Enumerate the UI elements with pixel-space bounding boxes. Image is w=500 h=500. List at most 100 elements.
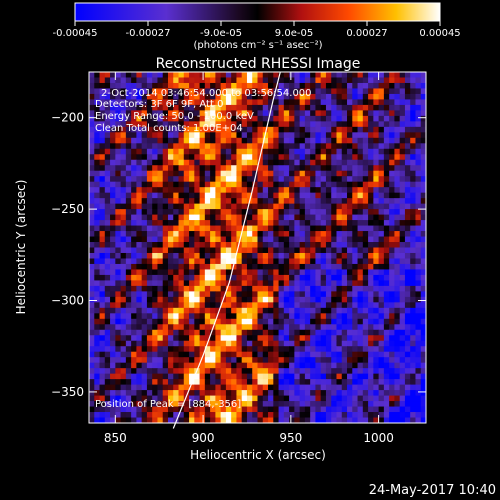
heatmap-cell <box>320 390 327 396</box>
heatmap-cell <box>120 280 127 287</box>
heatmap-cell <box>283 209 290 215</box>
heatmap-cell <box>152 285 158 292</box>
heatmap-cell <box>373 209 380 215</box>
heatmap-cell <box>104 72 111 78</box>
heatmap-cell <box>399 225 406 232</box>
heatmap-cell <box>320 291 327 298</box>
heatmap-cell <box>220 406 227 413</box>
heatmap-cell <box>283 263 290 270</box>
heatmap-cell <box>273 263 279 270</box>
heatmap-cell <box>299 296 306 303</box>
heatmap-cell <box>310 395 316 402</box>
heatmap-cell <box>320 115 327 122</box>
heatmap-cell <box>167 104 174 111</box>
heatmap-cell <box>289 307 295 314</box>
heatmap-cell <box>189 110 195 117</box>
heatmap-cell <box>241 302 248 309</box>
heatmap-cell <box>199 132 206 139</box>
heatmap-cell <box>310 198 316 205</box>
heatmap-cell <box>399 93 406 100</box>
heatmap-cell <box>120 104 127 111</box>
heatmap-cell <box>320 143 327 150</box>
heatmap-cell <box>415 198 422 205</box>
heatmap-cell <box>94 126 100 133</box>
heatmap-cell <box>373 110 380 117</box>
heatmap-cell <box>215 417 222 424</box>
heatmap-cell <box>131 203 137 210</box>
heatmap-cell <box>252 165 258 172</box>
heatmap-cell <box>125 88 132 95</box>
heatmap-cell <box>189 302 195 309</box>
heatmap-cell <box>410 170 416 177</box>
heatmap-cell <box>394 165 401 172</box>
heatmap-cell <box>120 324 127 331</box>
heatmap-cell <box>152 137 158 144</box>
heatmap-cell <box>299 417 306 424</box>
heatmap-cell <box>215 115 222 122</box>
heatmap-cell <box>125 115 132 122</box>
heatmap-cell <box>157 104 164 111</box>
heatmap-cell <box>294 121 301 128</box>
heatmap-cell <box>194 181 200 188</box>
heatmap-cell <box>352 340 358 347</box>
heatmap-cell <box>146 220 153 226</box>
heatmap-cell <box>352 247 358 254</box>
heatmap-cell <box>410 406 416 413</box>
heatmap-cell <box>157 412 164 418</box>
heatmap-cell <box>368 236 374 243</box>
heatmap-cell <box>368 99 374 106</box>
heatmap-cell <box>373 368 380 375</box>
heatmap-cell <box>215 88 222 95</box>
heatmap-cell <box>257 395 264 402</box>
heatmap-cell <box>278 302 285 309</box>
heatmap-cell <box>257 159 264 166</box>
heatmap-cell <box>357 335 364 342</box>
heatmap-cell <box>173 154 179 161</box>
heatmap-cell <box>410 231 416 237</box>
heatmap-cell <box>341 390 348 396</box>
heatmap-cell <box>320 406 327 413</box>
heatmap-cell <box>257 214 264 221</box>
heatmap-cell <box>341 406 348 413</box>
heatmap-cell <box>94 242 100 248</box>
heatmap-cell <box>399 181 406 188</box>
heatmap-cell <box>315 214 322 221</box>
heatmap-cell <box>289 351 295 358</box>
heatmap-cell <box>357 126 364 133</box>
heatmap-cell <box>183 192 190 199</box>
heatmap-cell <box>131 93 137 100</box>
heatmap-cell <box>131 121 137 128</box>
heatmap-cell <box>383 159 390 166</box>
heatmap-cell <box>99 406 106 413</box>
heatmap-cell <box>241 285 248 292</box>
heatmap-cell <box>278 192 285 199</box>
heatmap-cell <box>131 368 137 375</box>
heatmap-cell <box>310 82 316 89</box>
heatmap-cell <box>278 165 285 172</box>
heatmap-cell <box>362 340 369 347</box>
heatmap-cell <box>352 159 358 166</box>
heatmap-cell <box>178 209 185 215</box>
heatmap-cell <box>236 148 243 155</box>
heatmap-cell <box>357 346 364 353</box>
heatmap-cell <box>399 165 406 172</box>
heatmap-cell <box>257 280 264 287</box>
heatmap-cell <box>225 357 232 364</box>
heatmap-cell <box>189 176 195 183</box>
heatmap-cell <box>125 368 132 375</box>
heatmap-cell <box>304 324 311 331</box>
heatmap-cell <box>352 170 358 177</box>
heatmap-cell <box>278 72 285 78</box>
heatmap-cell <box>278 313 285 320</box>
heatmap-cell <box>410 274 416 281</box>
heatmap-cell <box>104 395 111 402</box>
heatmap-cell <box>336 263 343 270</box>
heatmap-cell <box>378 384 385 391</box>
heatmap-cell <box>299 258 306 265</box>
heatmap-cell <box>310 242 316 248</box>
heatmap-cell <box>320 159 327 166</box>
heatmap-cell <box>110 406 116 413</box>
heatmap-cell <box>336 143 343 150</box>
heatmap-cell <box>336 318 343 325</box>
heatmap-cell <box>341 159 348 166</box>
